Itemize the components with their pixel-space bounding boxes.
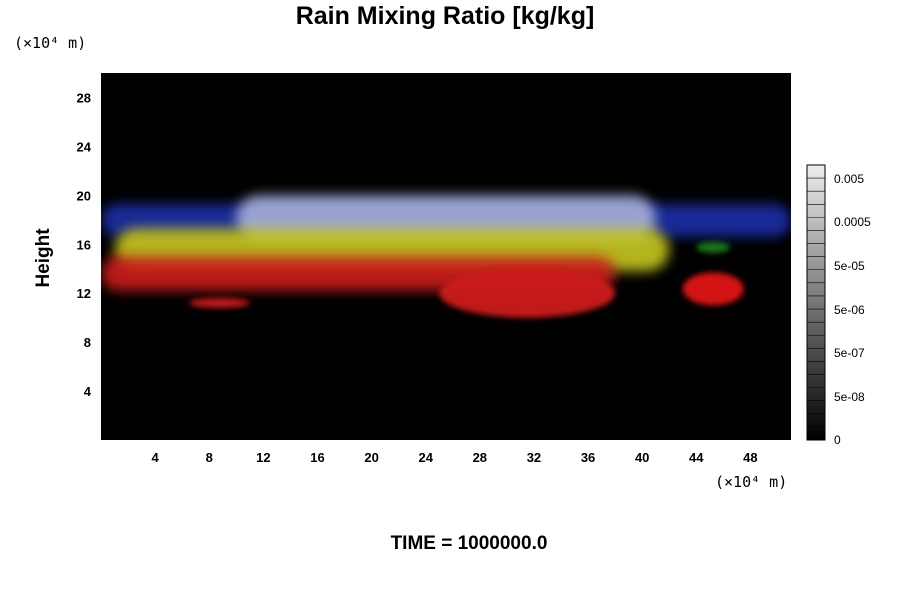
x-tick-label: 48 [743, 450, 757, 465]
rain-blob [188, 298, 250, 308]
x-tick-label: 40 [635, 450, 649, 465]
colorbar: 0.005 0.0005 5e-05 5e-06 5e-07 5e-08 0 [806, 164, 871, 447]
chart-title: Rain Mixing Ratio [kg/kg] [296, 2, 595, 30]
x-tick-label: 20 [364, 450, 378, 465]
x-tick-label: 8 [206, 450, 213, 465]
y-unit-label: (×10⁴ m) [14, 34, 86, 52]
y-axis-label: Height [33, 228, 54, 288]
x-tick-label: 16 [310, 450, 324, 465]
x-tick-label: 4 [152, 450, 160, 465]
x-tick-labels: 4 8 12 16 20 24 28 32 36 40 44 48 [152, 450, 758, 465]
rain-blob [682, 272, 744, 306]
colorbar-tick-label: 0.005 [834, 172, 864, 186]
y-tick-label: 20 [77, 188, 91, 203]
y-tick-labels: 4 8 12 16 20 24 28 [77, 90, 92, 399]
colorbar-level-lines [807, 177, 825, 428]
y-tick-label: 24 [77, 139, 92, 154]
x-tick-label: 32 [527, 450, 541, 465]
colorbar-tick-label: 0.0005 [834, 215, 871, 229]
colorbar-tick-label: 5e-07 [834, 346, 865, 360]
y-tick-label: 8 [84, 335, 91, 350]
colorbar-tick-label: 5e-08 [834, 390, 865, 404]
colorbar-tick-label: 0 [834, 433, 841, 447]
x-unit-label: (×10⁴ m) [715, 473, 787, 491]
time-label: TIME = 1000000.0 [391, 533, 548, 554]
colorbar-gradient [806, 164, 826, 441]
x-tick-label: 36 [581, 450, 595, 465]
x-tick-label: 24 [418, 450, 433, 465]
x-tick-label: 12 [256, 450, 270, 465]
y-tick-label: 28 [77, 90, 91, 105]
y-tick-label: 16 [77, 237, 91, 252]
x-tick-label: 28 [473, 450, 487, 465]
rain-field [101, 195, 791, 318]
x-tick-label: 44 [689, 450, 704, 465]
colorbar-tick-label: 5e-05 [834, 259, 865, 273]
colorbar-tick-label: 5e-06 [834, 303, 865, 317]
y-tick-label: 4 [84, 384, 92, 399]
rain-blob [439, 268, 616, 318]
colorbar-tick-labels: 0.005 0.0005 5e-05 5e-06 5e-07 5e-08 0 [834, 172, 871, 447]
rain-blob [696, 241, 731, 253]
y-tick-label: 12 [77, 286, 91, 301]
